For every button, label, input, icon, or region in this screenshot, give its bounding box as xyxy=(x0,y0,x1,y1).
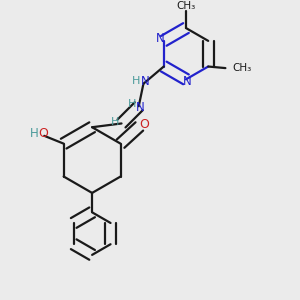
Text: O: O xyxy=(139,118,149,131)
Text: N: N xyxy=(156,32,164,46)
Text: CH₃: CH₃ xyxy=(232,63,251,73)
Text: N: N xyxy=(141,75,149,88)
Text: N: N xyxy=(183,75,192,88)
Text: H: H xyxy=(132,76,141,85)
Text: N: N xyxy=(136,101,145,114)
Text: CH₃: CH₃ xyxy=(176,1,196,11)
Text: O: O xyxy=(38,128,48,140)
Text: H: H xyxy=(110,117,119,127)
Text: H: H xyxy=(30,128,39,140)
Text: H: H xyxy=(128,99,136,110)
